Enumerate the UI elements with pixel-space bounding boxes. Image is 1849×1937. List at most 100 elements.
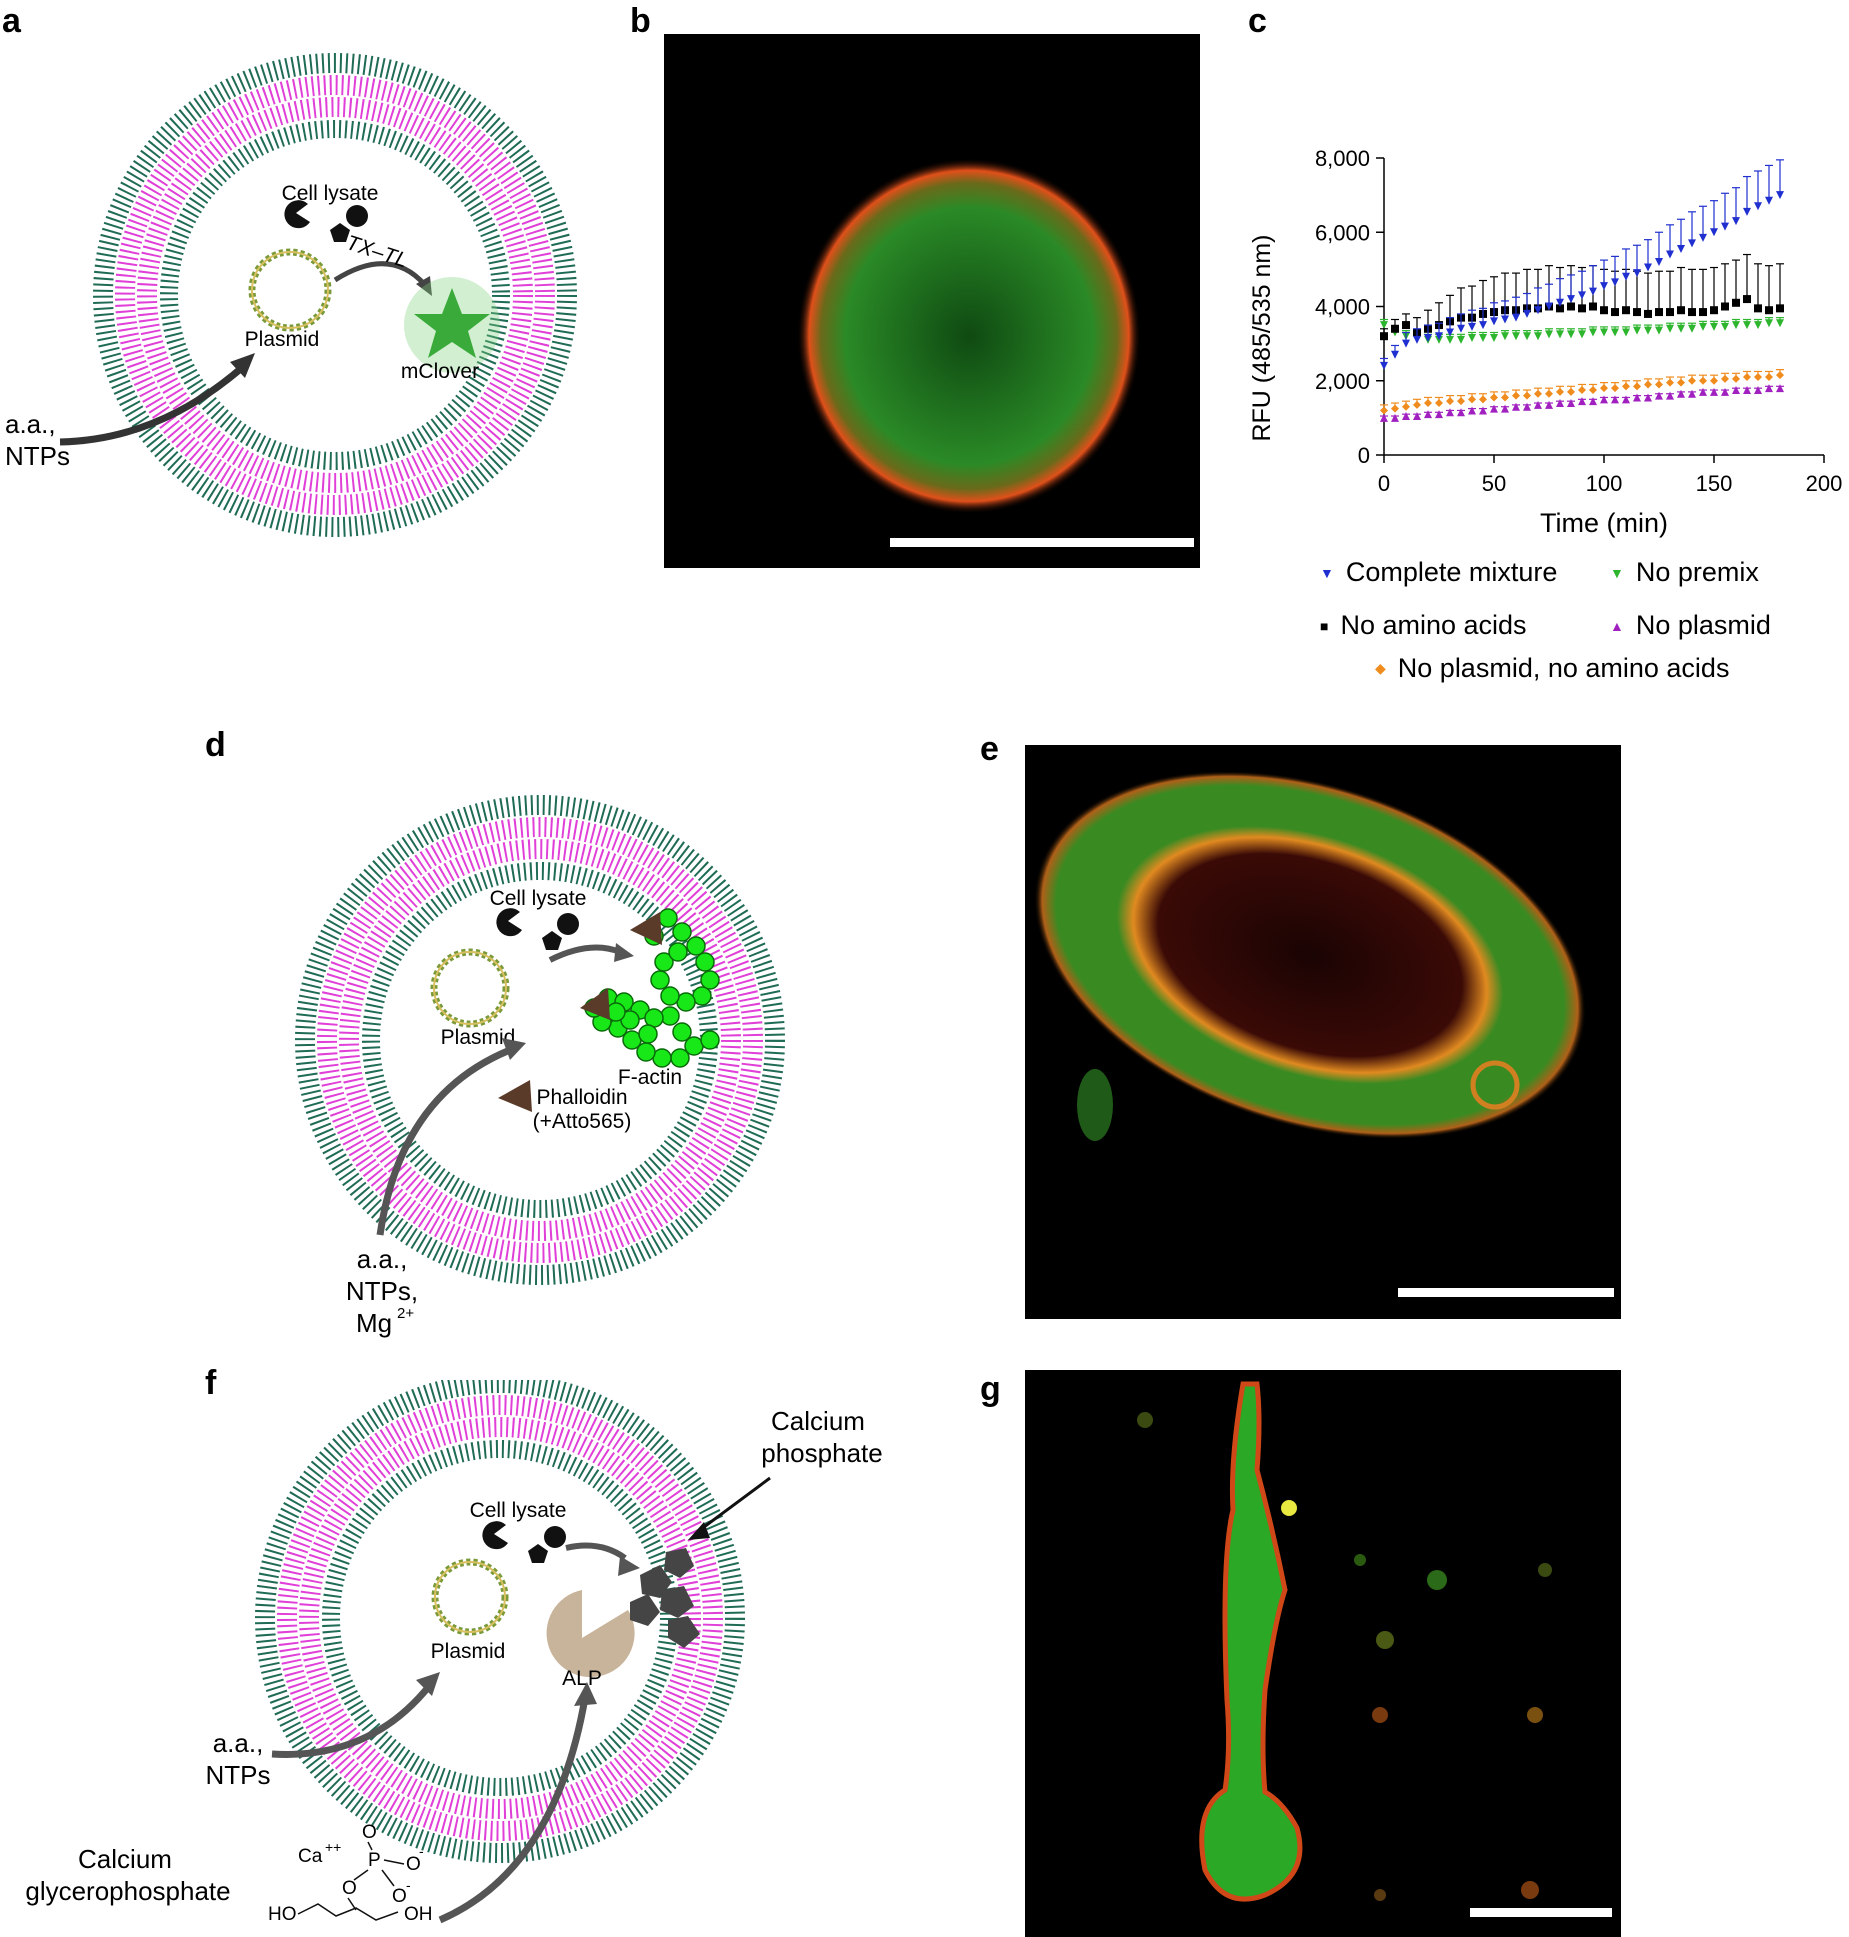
- phalloidin-wedge-icon: [630, 912, 662, 945]
- legend-item-no-plasmid-no-amino-acids: ◆ No plasmid, no amino acids: [1375, 653, 1729, 684]
- data-point: [1468, 334, 1476, 343]
- glycerophosphate-structure: Ca ++ P O O - O - O HO OH: [268, 1822, 433, 1925]
- data-point: [1721, 302, 1729, 311]
- cell-lysate-icon: [284, 200, 368, 242]
- data-point: [1710, 376, 1718, 385]
- svg-text:++: ++: [325, 1839, 341, 1855]
- y-tick-label: 8,000: [1315, 146, 1370, 171]
- data-point: [1380, 413, 1388, 422]
- data-point: [1644, 326, 1652, 335]
- data-point: [1754, 321, 1762, 330]
- lysate-arrow: [548, 944, 622, 963]
- factin-label: F-actin: [618, 1066, 682, 1089]
- data-point: [1776, 384, 1784, 393]
- data-point: [1413, 400, 1421, 409]
- cell-lysate-label: Cell lysate: [282, 182, 379, 205]
- data-point: [1490, 404, 1498, 413]
- data-point: [1391, 350, 1399, 359]
- svg-text:HO: HO: [268, 1904, 297, 1925]
- panel-label-f: f: [205, 1364, 217, 1402]
- scale-bar-e: [1398, 1288, 1614, 1297]
- data-point: [1622, 395, 1630, 404]
- data-point: [1776, 191, 1784, 200]
- cell-lysate-icon: [482, 1521, 566, 1563]
- calcium-glycerophosphate-label-2: glycerophosphate: [25, 1876, 230, 1906]
- data-point: [1710, 228, 1718, 237]
- data-point: [1446, 328, 1454, 337]
- data-point: [1556, 298, 1564, 307]
- data-point: [1655, 257, 1663, 266]
- lysate-arrowhead: [614, 943, 634, 962]
- x-tick-label: 0: [1378, 471, 1390, 496]
- data-point: [1633, 382, 1641, 391]
- legend-label: No premix: [1635, 557, 1759, 587]
- phalloidin-atto-label: (+Atto565): [533, 1110, 632, 1133]
- data-point: [1600, 384, 1608, 393]
- legend-label: Complete mixture: [1345, 557, 1558, 587]
- data-point: [1501, 393, 1509, 402]
- input-arrowhead-f: [416, 1672, 440, 1696]
- panel-label-g: g: [980, 1370, 1001, 1408]
- vesicle-image-b: [797, 158, 1141, 514]
- data-point: [1688, 376, 1696, 385]
- data-point: [1710, 387, 1718, 396]
- data-point: [1666, 250, 1674, 259]
- data-point: [1721, 222, 1729, 231]
- data-point: [1567, 387, 1575, 396]
- data-point: [1633, 269, 1641, 278]
- legend-label: No plasmid: [1635, 610, 1771, 640]
- data-point: [1721, 387, 1729, 396]
- data-point: [1644, 380, 1652, 389]
- data-point: [1732, 321, 1740, 330]
- calcium-phosphate-icon: [630, 1548, 700, 1648]
- chart-c: 0 50 100 150 200 0 2,000 4,000 6,000 8,000 Time (…: [1248, 146, 1842, 538]
- vesicle-image-e: [1033, 770, 1587, 1140]
- vesicle-a: [93, 53, 577, 537]
- data-point: [1688, 308, 1696, 317]
- plasmid-icon: [431, 1558, 509, 1636]
- data-point: [1699, 233, 1707, 242]
- data-point: [1589, 386, 1597, 395]
- legend-item-complete-mixture: ▼ Complete mixture: [1320, 557, 1557, 588]
- tubule-image-g: [1199, 1381, 1303, 1902]
- data-point: [1545, 330, 1553, 339]
- input-aa-label: a.a.,: [213, 1728, 264, 1758]
- cell-lysate-label: Cell lysate: [490, 887, 587, 910]
- data-point: [1490, 334, 1498, 343]
- legend-item-no-amino-acids: ■ No amino acids: [1320, 610, 1527, 641]
- substrate-arrowhead: [574, 1682, 597, 1706]
- input-arrow-a: [59, 362, 248, 446]
- data-point: [1644, 393, 1652, 402]
- calcium-phosphate-label: Calcium: [771, 1406, 865, 1436]
- data-point: [1534, 332, 1542, 341]
- input-arrowhead-a: [230, 353, 255, 378]
- data-point: [1765, 306, 1773, 315]
- vesicle-f: [255, 1380, 745, 1863]
- data-point: [1589, 328, 1597, 337]
- svg-text:Ca: Ca: [298, 1846, 323, 1867]
- data-point: [1677, 244, 1685, 253]
- data-point: [1611, 278, 1619, 287]
- phalloidin-wedge-icon: [498, 1080, 532, 1112]
- data-point: [1479, 321, 1487, 330]
- y-axis-label: RFU (485/535 nm): [1248, 234, 1276, 441]
- data-point: [1732, 386, 1740, 395]
- data-point: [1743, 373, 1751, 382]
- data-point: [1468, 406, 1476, 415]
- data-point: [1699, 376, 1707, 385]
- data-point: [1776, 371, 1784, 380]
- calcium-phosphate-pointer: [699, 1476, 771, 1532]
- data-point: [1523, 309, 1531, 318]
- data-point: [1776, 319, 1784, 328]
- pink-lipid-layer-inner: [137, 97, 533, 493]
- data-point: [1611, 328, 1619, 337]
- input-mg-label: Mg: [356, 1308, 392, 1338]
- data-point: [1435, 332, 1443, 341]
- scale-bar-g: [1470, 1908, 1612, 1917]
- pink-lipid-layer: [115, 75, 555, 515]
- data-point: [1402, 339, 1410, 348]
- input-arrowhead-d: [502, 1038, 526, 1060]
- panel-label-b: b: [630, 2, 651, 40]
- x-tick-label: 100: [1586, 471, 1623, 496]
- lysate-arrow-f: [565, 1542, 627, 1561]
